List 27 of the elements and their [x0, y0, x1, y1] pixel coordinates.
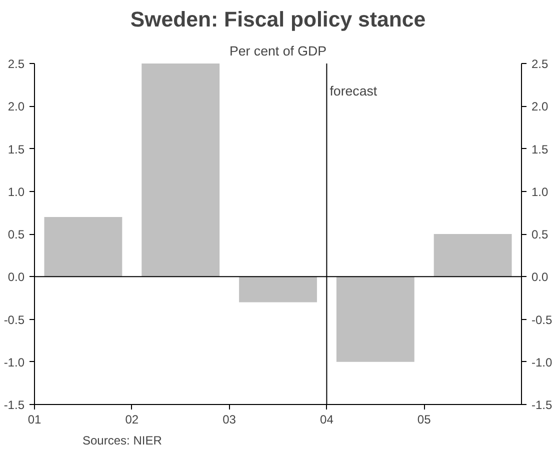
chart-title: Sweden: Fiscal policy stance	[130, 8, 426, 32]
y2-tick-label: -1.5	[532, 398, 553, 412]
y-tick-label: 2.0	[8, 100, 25, 114]
x-tick-label: 05	[417, 412, 432, 426]
y2-tick-label: -0.5	[532, 312, 553, 327]
y-tick-label: -1.5	[4, 398, 25, 412]
ref-line-label: forecast	[330, 84, 378, 98]
y2-tick-label: -1.0	[532, 355, 553, 370]
x-tick-label: 02	[125, 412, 139, 426]
x-tick-label: 04	[320, 412, 334, 426]
y-tick-label: 2.5	[8, 57, 25, 71]
x-tick-label: 03	[222, 412, 236, 426]
y-tick-label: 0.0	[8, 270, 25, 284]
y2-tick-label: 1.0	[532, 184, 549, 199]
y2-tick-label: 2.0	[532, 100, 549, 114]
y-tick-label: 1.0	[8, 184, 25, 199]
y2-tick-label: 1.5	[532, 142, 549, 156]
y2-tick-label: 0.0	[532, 270, 549, 284]
y-tick-label: 0.5	[8, 228, 25, 242]
source-note: Sources: NIER	[82, 434, 162, 448]
y-tick-label: -0.5	[4, 312, 25, 327]
x-tick-label: 01	[28, 412, 42, 426]
y-tick-label: -1.0	[4, 355, 25, 370]
y2-tick-label: 2.5	[532, 57, 549, 71]
y2-tick-label: 0.5	[532, 228, 549, 242]
chart-subtitle: Per cent of GDP	[229, 44, 327, 58]
y-tick-label: 1.5	[8, 142, 25, 156]
